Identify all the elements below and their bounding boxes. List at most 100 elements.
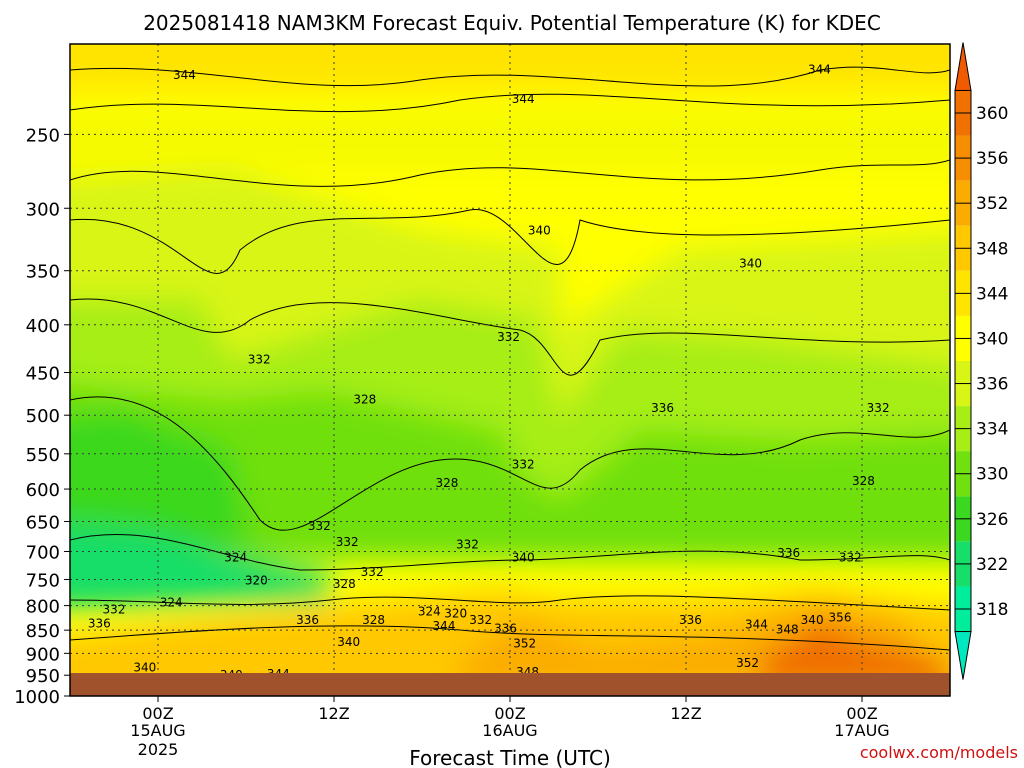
y-axis: 2503003504004505005506006507007508008509… xyxy=(14,125,70,708)
colorbar-label: 348 xyxy=(976,239,1008,259)
y-tick-label: 550 xyxy=(26,445,60,466)
colorbar-label: 344 xyxy=(976,284,1008,304)
contour-label: 336 xyxy=(651,401,674,415)
contour-line xyxy=(70,209,950,274)
contour-label: 332 xyxy=(497,330,520,344)
contour-label: 336 xyxy=(494,621,517,635)
y-tick-label: 450 xyxy=(26,364,60,385)
colorbar-top-arrow xyxy=(954,42,972,91)
contour-label: 336 xyxy=(777,546,800,560)
colorbar-frame xyxy=(954,89,972,633)
contour-label: 324 xyxy=(224,550,247,564)
colorbar-bottom-arrow xyxy=(954,631,972,680)
y-tick-label: 950 xyxy=(26,666,60,687)
colorbar-label: 340 xyxy=(976,329,1008,349)
contour-label: 328 xyxy=(333,577,356,591)
chart-title: 2025081418 NAM3KM Forecast Equiv. Potent… xyxy=(143,11,881,35)
contour-label: 352 xyxy=(513,636,536,650)
colorbar-label: 360 xyxy=(976,104,1008,124)
contour-label: 336 xyxy=(88,616,111,630)
x-tick-label: 00Z xyxy=(846,704,877,723)
y-tick-label: 250 xyxy=(26,125,60,146)
contour-label: 348 xyxy=(776,623,799,637)
contour-label: 344 xyxy=(745,617,768,631)
contour-label: 332 xyxy=(308,519,331,533)
colorbar-label: 356 xyxy=(976,149,1008,169)
contour-label: 320 xyxy=(444,607,467,621)
contour-label: 332 xyxy=(103,603,126,617)
ground-band xyxy=(70,673,950,696)
contour-label: 340 xyxy=(528,224,551,238)
credit-text: coolwx.com/models xyxy=(860,743,1018,762)
colorbar-label: 336 xyxy=(976,375,1008,395)
contour-label: 324 xyxy=(160,596,183,610)
contour-line xyxy=(70,396,950,531)
colorbar-label: 334 xyxy=(976,420,1008,440)
contour-label: 332 xyxy=(336,535,359,549)
contour-line xyxy=(70,159,950,187)
colorbar-label: 352 xyxy=(976,194,1008,214)
contour-lines xyxy=(70,66,950,651)
theta-e-field xyxy=(70,44,950,696)
field-band-coolest xyxy=(70,522,330,609)
contour-label: 344 xyxy=(433,619,456,633)
y-tick-label: 650 xyxy=(26,512,60,533)
contour-line xyxy=(70,66,950,87)
x-tick-date: 17AUG xyxy=(834,721,889,740)
contour-label: 332 xyxy=(867,401,890,415)
contour-label: 328 xyxy=(353,393,376,407)
contour-label: 320 xyxy=(245,574,268,588)
contour-label: 324 xyxy=(418,605,441,619)
x-tick-label: 00Z xyxy=(142,704,173,723)
contour-label: 336 xyxy=(679,613,702,627)
field-band-hottest xyxy=(760,620,950,690)
contour-label: 332 xyxy=(361,565,384,579)
contour-label: 328 xyxy=(852,474,875,488)
contour-label: 344 xyxy=(173,68,196,82)
y-tick-label: 600 xyxy=(26,480,60,501)
field-band-cool xyxy=(70,410,250,558)
contour-line xyxy=(70,595,950,611)
y-tick-label: 800 xyxy=(26,597,60,618)
contour-label: 328 xyxy=(435,476,458,490)
y-tick-label: 900 xyxy=(26,644,60,665)
contour-label: 340 xyxy=(739,257,762,271)
contour-line xyxy=(70,298,950,376)
x-tick-label: 00Z xyxy=(494,704,525,723)
colorbar-label: 318 xyxy=(976,600,1008,620)
x-tick-date: 16AUG xyxy=(482,721,537,740)
y-tick-label: 300 xyxy=(26,199,60,220)
y-tick-label: 400 xyxy=(26,316,60,337)
x-tick-label: 12Z xyxy=(670,704,701,723)
colorbar-label: 326 xyxy=(976,510,1008,530)
y-tick-label: 850 xyxy=(26,621,60,642)
contour-label: 328 xyxy=(362,613,385,627)
y-tick-label: 750 xyxy=(26,570,60,591)
contour-label: 340 xyxy=(801,613,824,627)
contour-label: 344 xyxy=(512,92,535,106)
x-tick-year: 2025 xyxy=(138,740,179,759)
contour-label: 352 xyxy=(736,656,759,670)
colorbar: 360 356 352 348 344 340 336 334 330 326 322 318 xyxy=(954,42,1008,680)
contour-line xyxy=(70,533,950,571)
x-axis-title: Forecast Time (UTC) xyxy=(409,746,611,768)
contour-line xyxy=(70,93,950,113)
contour-label: 332 xyxy=(839,550,862,564)
x-tick-date: 15AUG xyxy=(130,721,185,740)
contour-label: 340 xyxy=(133,660,156,674)
contour-label: 336 xyxy=(296,613,319,627)
colorbar-label: 330 xyxy=(976,465,1008,485)
contour-label: 356 xyxy=(829,611,852,625)
contour-label: 332 xyxy=(512,458,535,472)
colorbar-label: 322 xyxy=(976,555,1008,575)
x-tick-label: 12Z xyxy=(318,704,349,723)
contour-label: 332 xyxy=(456,538,479,552)
y-tick-label: 700 xyxy=(26,543,60,564)
contour-label: 332 xyxy=(469,613,492,627)
y-tick-label: 500 xyxy=(26,406,60,427)
contour-label: 332 xyxy=(248,353,271,367)
y-tick-label: 350 xyxy=(26,262,60,283)
